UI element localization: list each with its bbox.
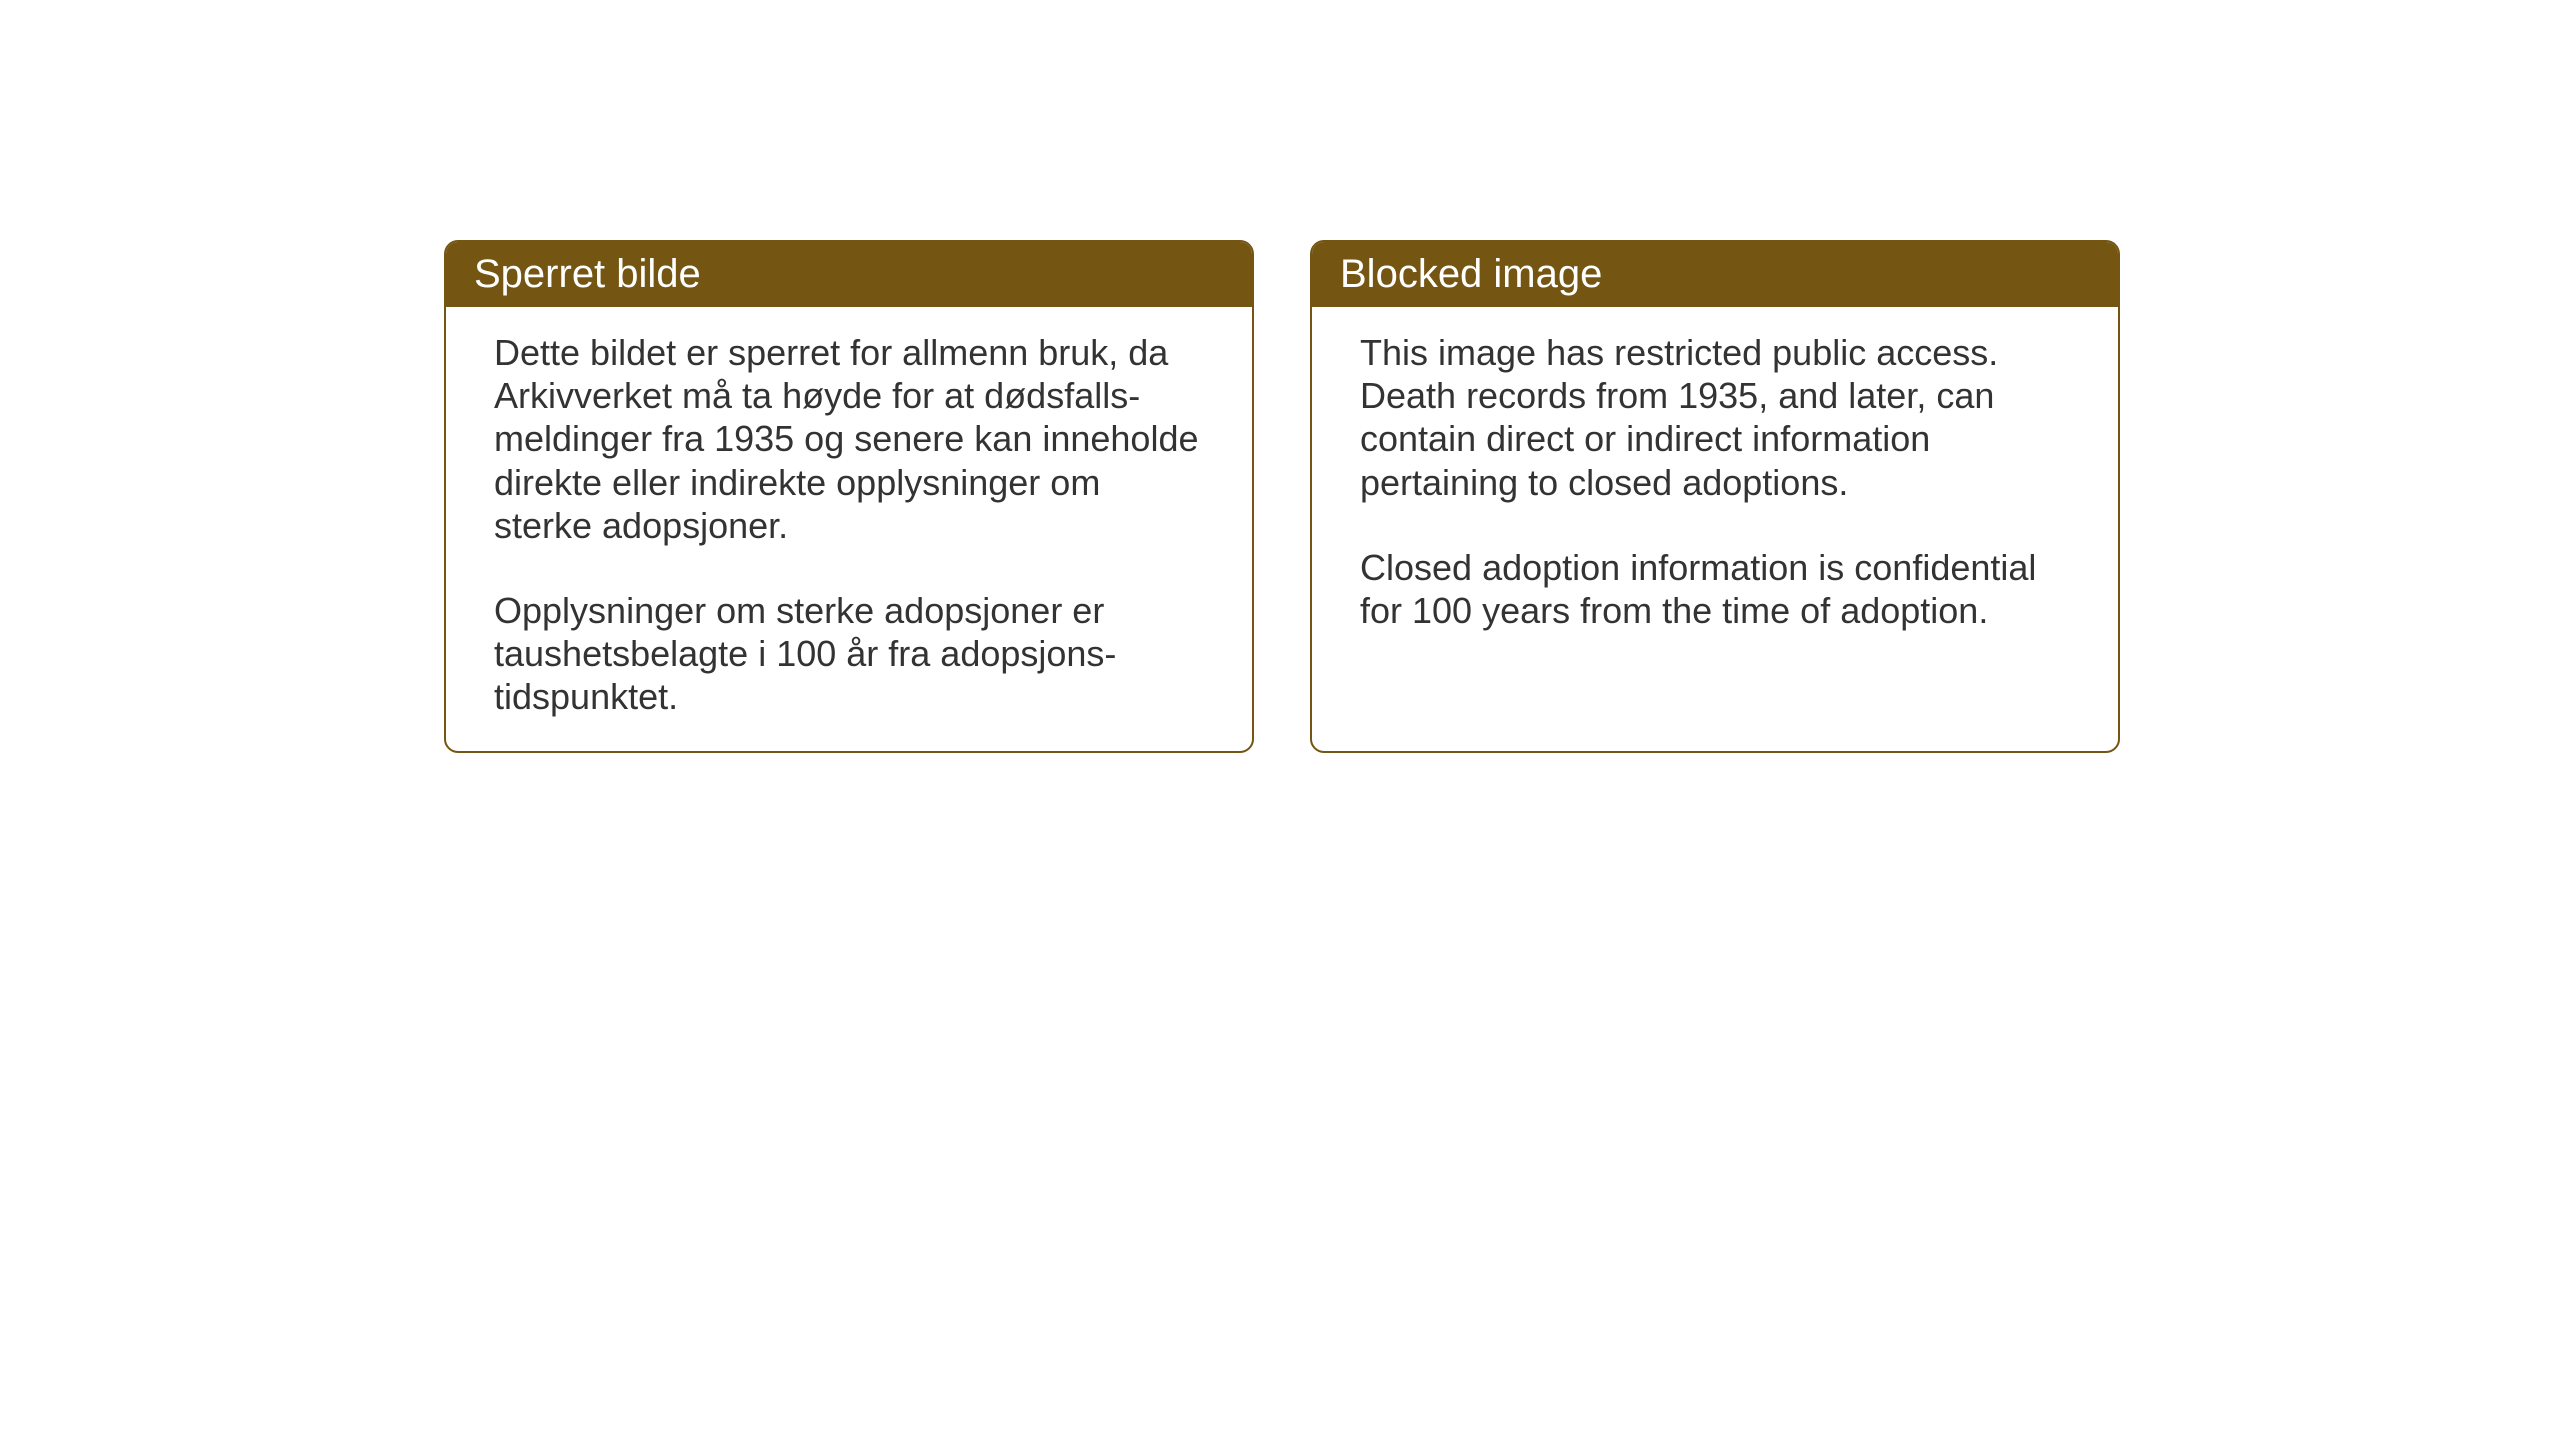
norwegian-paragraph-1: Dette bildet er sperret for allmenn bruk… bbox=[494, 331, 1204, 547]
norwegian-paragraph-2: Opplysninger om sterke adopsjoner er tau… bbox=[494, 589, 1204, 719]
norwegian-card-header: Sperret bilde bbox=[446, 242, 1252, 307]
notice-container: Sperret bilde Dette bildet er sperret fo… bbox=[444, 240, 2120, 753]
english-paragraph-2: Closed adoption information is confident… bbox=[1360, 546, 2070, 632]
english-paragraph-1: This image has restricted public access.… bbox=[1360, 331, 2070, 504]
english-card-title: Blocked image bbox=[1340, 252, 1602, 296]
norwegian-card-body: Dette bildet er sperret for allmenn bruk… bbox=[446, 307, 1252, 751]
english-card-header: Blocked image bbox=[1312, 242, 2118, 307]
norwegian-card-title: Sperret bilde bbox=[474, 252, 701, 296]
norwegian-notice-card: Sperret bilde Dette bildet er sperret fo… bbox=[444, 240, 1254, 753]
english-notice-card: Blocked image This image has restricted … bbox=[1310, 240, 2120, 753]
english-card-body: This image has restricted public access.… bbox=[1312, 307, 2118, 664]
